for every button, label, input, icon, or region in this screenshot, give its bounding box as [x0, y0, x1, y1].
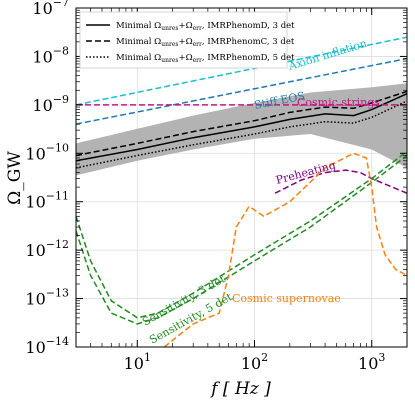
y-tick-label: 10−14	[25, 335, 69, 357]
series-line-4	[76, 57, 407, 125]
annotation-preheating: Preheating	[274, 158, 337, 186]
series-line-7	[76, 154, 407, 325]
legend-entry-2: Minimal Ωunres+Ωerr, IMRPhenomC, 3 det	[116, 37, 295, 48]
ticks	[75, 7, 408, 348]
x-tick-label: 101	[124, 351, 151, 373]
legend-entry-1: Minimal Ωunres+Ωerr, IMRPhenomD, 3 det	[116, 21, 295, 32]
legend-entry-3: Minimal Ωunres+Ωerr, IMRPhenomD, 5 det	[116, 53, 295, 64]
tick-labels: 10−14 10−13 10−12 10−11 10−10 10−9 10−8 10−7 101…	[25, 0, 385, 373]
series-line-2	[76, 100, 407, 169]
annotations: Axion inflation Stiff EOS Cosmic strings…	[140, 37, 380, 347]
plot-area	[76, 36, 407, 347]
series-line-0	[76, 93, 407, 162]
y-tick-label: 10−8	[32, 44, 69, 66]
legend-box	[79, 11, 288, 69]
annotation-cosmic-strings: Cosmic strings	[297, 96, 380, 109]
legend: Minimal Ωunres+Ωerr, IMRPhenomD, 3 det M…	[79, 11, 295, 69]
y-tick-label: 10−11	[25, 190, 69, 212]
y-tick-label: 10−7	[32, 0, 69, 18]
x-axis-label: f [ Hz ]	[209, 379, 271, 399]
annotation-axion-inflation: Axion inflation	[286, 37, 368, 73]
x-tick-label: 103	[358, 351, 385, 373]
y-tick-label: 10−10	[25, 141, 69, 163]
series-line-6	[274, 169, 407, 194]
y-axis-label: Ω_GW	[5, 151, 25, 205]
y-tick-label: 10−9	[32, 93, 69, 115]
y-tick-label: 10−12	[25, 238, 69, 260]
series-line-8	[76, 150, 407, 319]
series-line-3	[76, 36, 407, 106]
series-layer	[76, 36, 407, 347]
plot-frame	[75, 7, 408, 348]
series-line-9	[163, 152, 407, 347]
series-line-1	[76, 90, 407, 157]
x-tick-label: 102	[241, 351, 268, 373]
annotation-cosmic-supernovae: Cosmic supernovae	[232, 292, 341, 305]
y-tick-label: 10−13	[25, 287, 69, 309]
